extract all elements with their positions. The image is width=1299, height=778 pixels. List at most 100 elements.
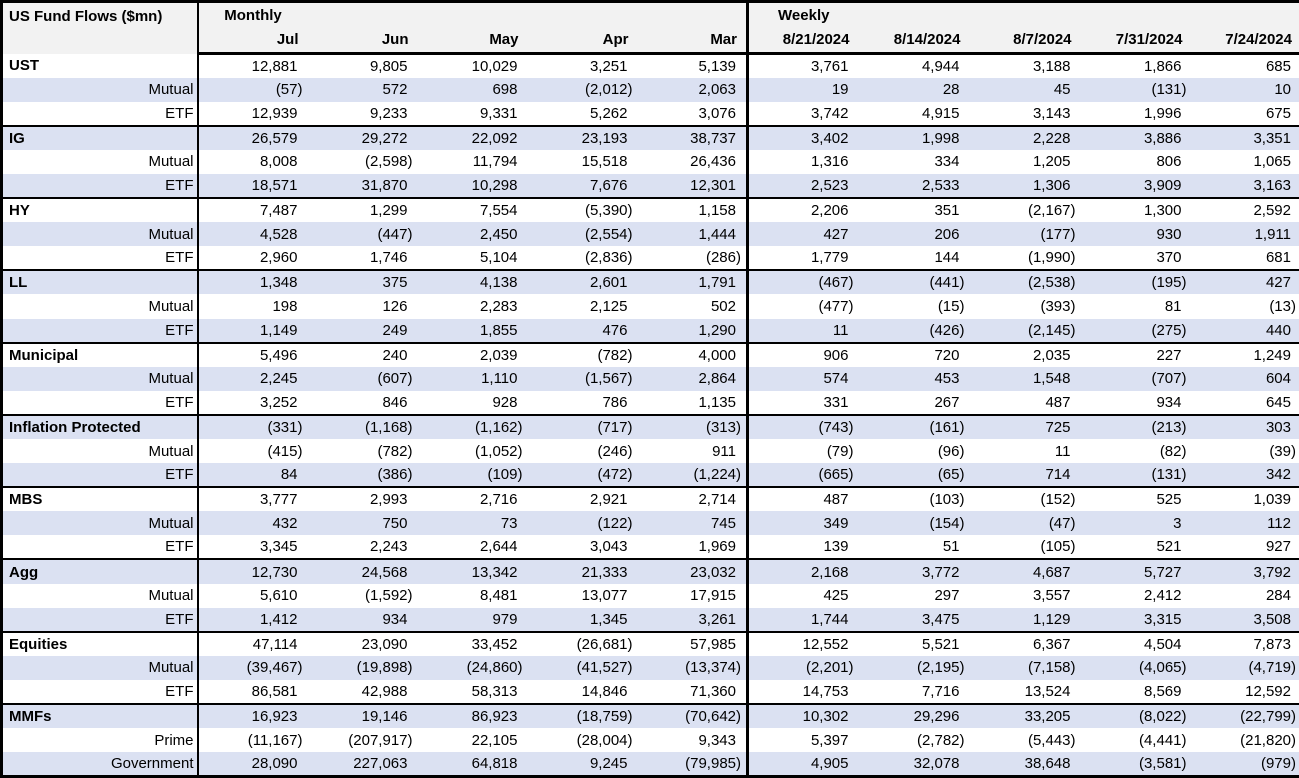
value-cell: 7,676 bbox=[527, 173, 638, 199]
value-cell: 911 bbox=[637, 439, 749, 464]
value-cell: 745 bbox=[637, 511, 749, 536]
value-cell: 3,557 bbox=[969, 583, 1081, 608]
value-cell: 26,436 bbox=[637, 149, 749, 174]
value-cell: (152) bbox=[969, 486, 1081, 512]
value-cell: 521 bbox=[1080, 535, 1192, 560]
value-cell: 3,143 bbox=[969, 101, 1081, 126]
subcategory-label: Government bbox=[1, 752, 199, 777]
value-cell: 3,188 bbox=[969, 53, 1081, 78]
column-header-jul: Jul bbox=[197, 27, 308, 55]
value-cell: (426) bbox=[858, 318, 970, 343]
value-cell: 427 bbox=[1191, 269, 1299, 295]
value-cell: 1,866 bbox=[1080, 53, 1192, 78]
table-row: MBS 3,777 2,993 2,716 2,921 2,714 487 (103) (152… bbox=[1, 486, 1299, 512]
subcategory-label: Mutual bbox=[1, 439, 199, 464]
value-cell: 22,092 bbox=[417, 124, 528, 150]
value-cell: (213) bbox=[1080, 413, 1192, 439]
value-cell: 1,744 bbox=[747, 607, 859, 632]
subcategory-label: ETF bbox=[1, 246, 199, 271]
value-cell: 2,533 bbox=[858, 173, 970, 199]
subcategory-label: ETF bbox=[1, 463, 199, 488]
value-cell: 23,193 bbox=[527, 124, 638, 150]
value-cell: 934 bbox=[307, 607, 418, 632]
value-cell: 1,444 bbox=[637, 222, 749, 247]
value-cell: (15) bbox=[858, 294, 970, 319]
value-cell: (1,052) bbox=[417, 439, 528, 464]
value-cell: 4,138 bbox=[417, 269, 528, 295]
subcategory-label: Mutual bbox=[1, 77, 199, 102]
value-cell: (743) bbox=[747, 413, 859, 439]
value-cell: 645 bbox=[1191, 390, 1299, 415]
value-cell: (13,374) bbox=[637, 655, 749, 680]
value-cell: (161) bbox=[858, 413, 970, 439]
column-header-week-2: 8/14/2024 bbox=[858, 27, 970, 55]
value-cell: (109) bbox=[417, 463, 528, 488]
value-cell: (2,836) bbox=[527, 246, 638, 271]
value-cell: 3,402 bbox=[747, 124, 859, 150]
table-row: UST 12,881 9,805 10,029 3,251 5,139 3,761 4,944… bbox=[1, 53, 1299, 78]
table-row: Prime (11,167) (207,917) 22,105 (28,004) 9,34… bbox=[1, 728, 1299, 753]
value-cell: (8,022) bbox=[1080, 703, 1192, 729]
value-cell: (2,201) bbox=[747, 655, 859, 680]
table-row: ETF 86,581 42,988 58,313 14,846 71,360 14,753 7… bbox=[1, 679, 1299, 705]
value-cell: 14,753 bbox=[747, 679, 859, 705]
value-cell: 12,592 bbox=[1191, 679, 1299, 705]
value-cell: 5,104 bbox=[417, 246, 528, 271]
value-cell: 10,029 bbox=[417, 53, 528, 78]
value-cell: (65) bbox=[858, 463, 970, 488]
value-cell: 1,039 bbox=[1191, 486, 1299, 512]
value-cell: (393) bbox=[969, 294, 1081, 319]
subcategory-label: ETF bbox=[1, 607, 199, 632]
value-cell: 26,579 bbox=[197, 124, 308, 150]
value-cell: 5,139 bbox=[637, 53, 749, 78]
value-cell: 51 bbox=[858, 535, 970, 560]
column-header-apr: Apr bbox=[527, 27, 638, 55]
value-cell: 1,158 bbox=[637, 197, 749, 223]
value-cell: 33,205 bbox=[969, 703, 1081, 729]
value-cell: 1,348 bbox=[197, 269, 308, 295]
value-cell: 12,301 bbox=[637, 173, 749, 199]
table-row: HY 7,487 1,299 7,554 (5,390) 1,158 2,206 351 (2,… bbox=[1, 197, 1299, 223]
table-row: Mutual 432 750 73 (122) 745 349 (154) (47) 3 112 bbox=[1, 511, 1299, 536]
value-cell: 720 bbox=[858, 341, 970, 367]
value-cell: (1,224) bbox=[637, 463, 749, 488]
value-cell: (82) bbox=[1080, 439, 1192, 464]
value-cell: (1,592) bbox=[307, 583, 418, 608]
value-cell: 8,569 bbox=[1080, 679, 1192, 705]
header-spacer bbox=[527, 1, 638, 28]
value-cell: 349 bbox=[747, 511, 859, 536]
value-cell: 3,909 bbox=[1080, 173, 1192, 199]
value-cell: 2,714 bbox=[637, 486, 749, 512]
value-cell: 64,818 bbox=[417, 752, 528, 777]
value-cell: 3,043 bbox=[527, 535, 638, 560]
table-row: ETF 12,939 9,233 9,331 5,262 3,076 3,742 4,915 3… bbox=[1, 101, 1299, 126]
value-cell: (386) bbox=[307, 463, 418, 488]
category-label: Equities bbox=[1, 630, 199, 656]
value-cell: 19 bbox=[747, 77, 859, 102]
value-cell: (5,390) bbox=[527, 197, 638, 223]
table-row: Agg 12,730 24,568 13,342 21,333 23,032 2,168 3,… bbox=[1, 558, 1299, 584]
value-cell: 331 bbox=[747, 390, 859, 415]
value-cell: 786 bbox=[527, 390, 638, 415]
value-cell: 334 bbox=[858, 149, 970, 174]
value-cell: 38,648 bbox=[969, 752, 1081, 777]
value-cell: 22,105 bbox=[417, 728, 528, 753]
subcategory-label: Mutual bbox=[1, 149, 199, 174]
value-cell: 427 bbox=[747, 222, 859, 247]
value-cell: 2,921 bbox=[527, 486, 638, 512]
value-cell: 1,996 bbox=[1080, 101, 1192, 126]
header-spacer bbox=[1080, 1, 1192, 28]
value-cell: (415) bbox=[197, 439, 308, 464]
subcategory-label: ETF bbox=[1, 173, 199, 199]
value-cell: 440 bbox=[1191, 318, 1299, 343]
value-cell: 2,206 bbox=[747, 197, 859, 223]
value-cell: 2,592 bbox=[1191, 197, 1299, 223]
table-row: LL 1,348 375 4,138 2,601 1,791 (467) (441) (2,53… bbox=[1, 269, 1299, 295]
value-cell: 5,262 bbox=[527, 101, 638, 126]
value-cell: 47,114 bbox=[197, 630, 308, 656]
value-cell: (447) bbox=[307, 222, 418, 247]
value-cell: 3,076 bbox=[637, 101, 749, 126]
value-cell: 2,035 bbox=[969, 341, 1081, 367]
column-header-may: May bbox=[417, 27, 528, 55]
category-label: HY bbox=[1, 197, 199, 223]
